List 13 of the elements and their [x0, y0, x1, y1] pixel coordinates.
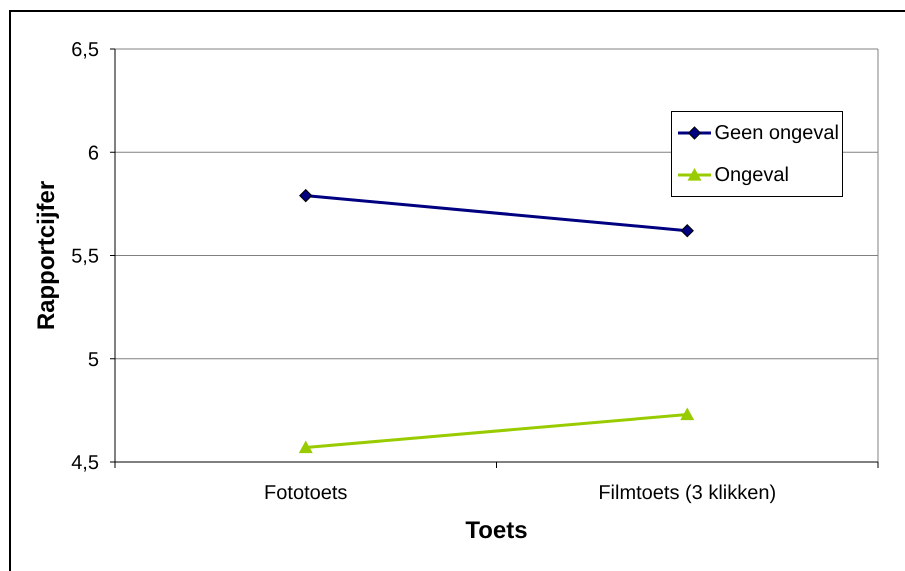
x-tick-label: Fototoets	[264, 482, 348, 504]
y-tick-label: 4,5	[71, 452, 99, 474]
y-tick-label: 5	[88, 348, 99, 371]
y-tick-label: 5,5	[71, 246, 99, 268]
x-axis-title: Toets	[465, 517, 528, 544]
y-axis-title: Rapportcijfer	[32, 180, 60, 330]
legend-label: Geen ongeval	[714, 122, 839, 144]
point	[299, 189, 312, 202]
legend-label: Ongeval	[714, 164, 789, 186]
y-tick-label: 6	[88, 142, 99, 164]
x-tick-label: Filmtoets (3 klikken)	[598, 482, 776, 504]
point	[680, 224, 694, 238]
y-tick-label: 6,5	[71, 39, 99, 62]
